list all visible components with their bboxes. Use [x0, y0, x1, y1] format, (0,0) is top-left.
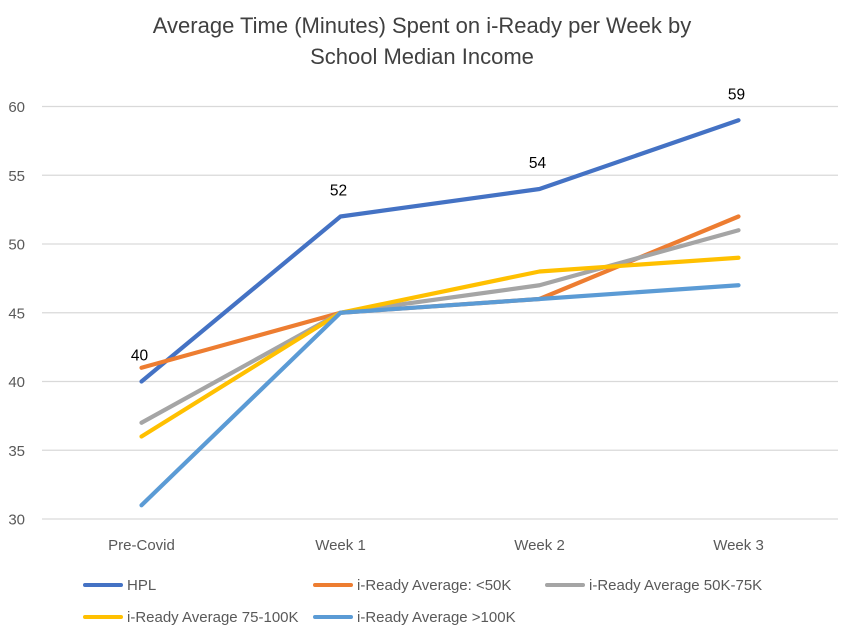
y-tick-label-50: 50	[8, 237, 25, 254]
series-line-hpl	[139, 118, 741, 384]
y-tick-label-30: 30	[8, 512, 25, 529]
x-tick-label-pre-covid: Pre-Covid	[108, 537, 175, 554]
data-label-hpl-week-3: 59	[728, 86, 745, 103]
series-line-over-100k	[139, 283, 741, 508]
data-label-hpl-pre-covid: 40	[131, 348, 149, 365]
x-tick-label-week-1: Week 1	[315, 537, 366, 554]
chart-title-line2: School Median Income	[310, 44, 534, 69]
data-label-hpl-week-2: 54	[529, 155, 547, 172]
series-line-75-100k	[139, 255, 741, 439]
x-tick-label-week-3: Week 3	[713, 537, 764, 554]
y-tick-label-35: 35	[8, 443, 25, 460]
chart-title-line1: Average Time (Minutes) Spent on i-Ready …	[152, 13, 692, 38]
data-label-hpl-week-1: 52	[330, 183, 347, 200]
series-line-50k-75k	[139, 228, 741, 425]
chart-title: Average Time (Minutes) Spent on i-Ready …	[0, 10, 844, 72]
y-tick-label-45: 45	[8, 305, 25, 322]
y-tick-label-40: 40	[8, 374, 25, 391]
y-tick-label-55: 55	[8, 168, 25, 185]
y-tick-label-60: 60	[8, 99, 25, 116]
x-tick-label-week-2: Week 2	[514, 537, 565, 554]
